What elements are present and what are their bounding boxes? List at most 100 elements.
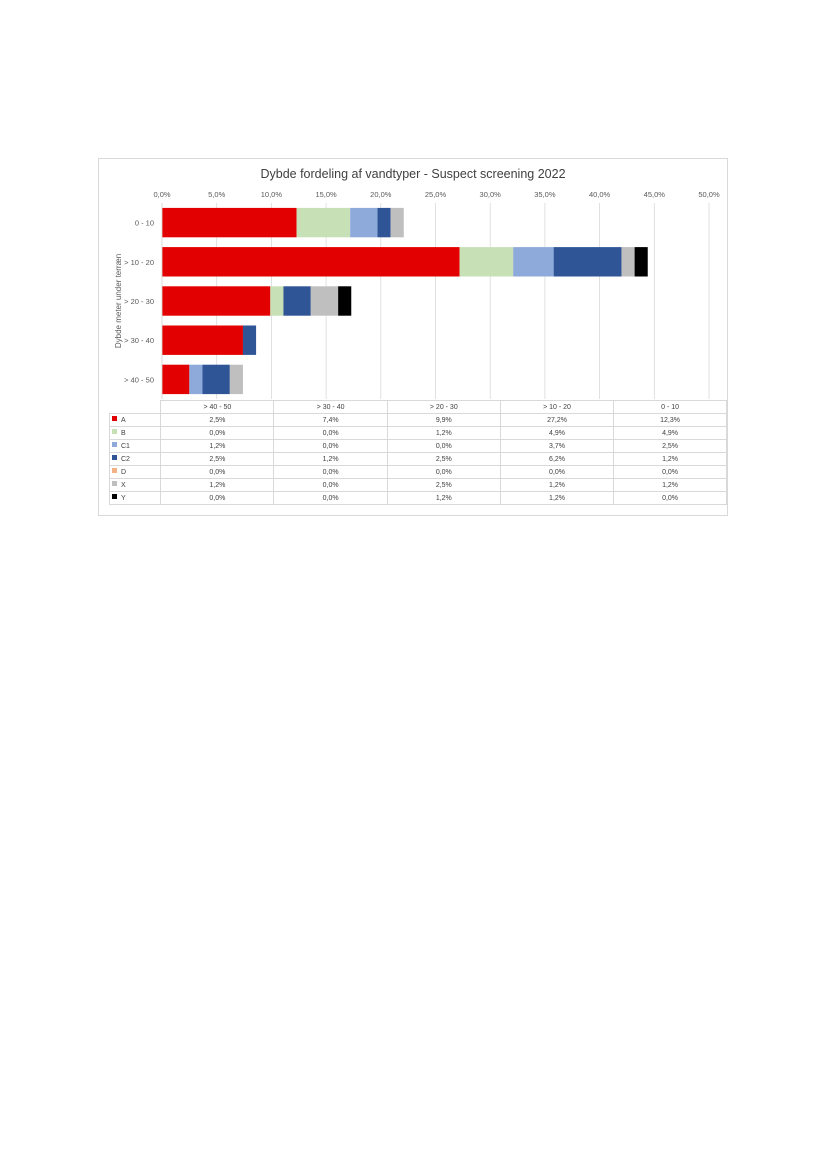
- table-cell: 2,5%: [160, 413, 275, 427]
- y-axis-label: Dybde meter under terræn: [114, 254, 123, 348]
- table-cell: 1,2%: [613, 478, 727, 492]
- y-tick-label: > 30 - 40: [124, 336, 154, 345]
- legend-entry: B: [108, 426, 162, 440]
- table-cell: 0,0%: [160, 465, 275, 479]
- table-row: X 1,2% 0,0% 2,5% 1,2% 1,2%: [108, 478, 727, 492]
- legend-swatch: [112, 455, 117, 461]
- legend-swatch: [112, 468, 117, 474]
- table-cell: 1,2%: [386, 426, 501, 440]
- table-column-header: > 40 - 50: [160, 400, 275, 414]
- legend-entry: Y: [108, 491, 162, 505]
- table-cell: 2,5%: [386, 478, 501, 492]
- chart-container: Dybde fordeling af vandtyper - Suspect s…: [98, 158, 728, 516]
- bar-segment-a: [162, 207, 297, 238]
- table-cell: 27,2%: [499, 413, 615, 427]
- bar-segment-y: [634, 247, 648, 277]
- bar-segment-a: [162, 247, 460, 277]
- x-tick-label: 50,0%: [698, 190, 720, 199]
- legend-entry: C1: [108, 439, 162, 453]
- table-cell: 12,3%: [613, 413, 727, 427]
- bar-segment-c1: [513, 247, 554, 277]
- x-tick-label: 20,0%: [370, 190, 392, 199]
- table-row: B 0,0% 0,0% 1,2% 4,9% 4,9%: [108, 426, 727, 440]
- bar-segment-a: [162, 286, 271, 316]
- table-cell: 1,2%: [160, 478, 275, 492]
- table-header-row: > 40 - 50 > 30 - 40 > 20 - 30 > 10 - 20 0 - …: [109, 400, 727, 414]
- legend-label: X: [121, 481, 126, 489]
- bar-segment-x: [229, 364, 243, 395]
- table-cell: 0,0%: [613, 465, 727, 479]
- x-tick-label: 45,0%: [644, 190, 666, 199]
- legend-swatch: [112, 442, 117, 448]
- bar-segment-c1: [350, 207, 378, 238]
- table-cell: 2,5%: [613, 439, 727, 453]
- legend-entry: X: [108, 478, 162, 492]
- table-cell: 0,0%: [273, 426, 388, 440]
- table-column-header: > 30 - 40: [273, 400, 388, 414]
- table-cell: 2,5%: [160, 452, 275, 466]
- bar-segment-c2: [553, 247, 622, 277]
- legend-label: C2: [121, 455, 130, 463]
- legend-label: D: [121, 468, 127, 476]
- table-cell: 0,0%: [273, 478, 388, 492]
- table-cell: 3,7%: [499, 439, 615, 453]
- table-cell: 7,4%: [273, 413, 388, 427]
- table-cell: 1,2%: [613, 452, 727, 466]
- bar-segment-c2: [242, 325, 257, 355]
- bar-segment-a: [162, 364, 190, 395]
- x-tick-label: 15,0%: [315, 190, 337, 199]
- legend-label: B: [121, 429, 126, 437]
- legend-label: C1: [121, 442, 130, 450]
- data-table: > 40 - 50 > 30 - 40 > 20 - 30 > 10 - 20 0 - …: [108, 400, 727, 505]
- y-tick-label: > 40 - 50: [124, 375, 154, 384]
- legend-entry: D: [108, 465, 162, 479]
- legend-label: A: [121, 416, 126, 424]
- table-row: C1 1,2% 0,0% 0,0% 3,7% 2,5%: [108, 439, 727, 453]
- x-tick-label: 40,0%: [589, 190, 611, 199]
- table-cell: 4,9%: [499, 426, 615, 440]
- table-row: A 2,5% 7,4% 9,9% 27,2% 12,3%: [108, 413, 727, 427]
- table-cell: 1,2%: [160, 439, 275, 453]
- x-tick-label: 30,0%: [480, 190, 502, 199]
- table-cell: 2,5%: [386, 452, 501, 466]
- bar-segment-c2: [283, 286, 311, 316]
- legend-entry: C2: [108, 452, 162, 466]
- legend-swatch: [112, 416, 117, 422]
- legend-entry: A: [108, 413, 162, 427]
- bar-segment-b: [270, 286, 284, 316]
- bar-segment-c1: [189, 364, 203, 395]
- table-cell: 4,9%: [613, 426, 727, 440]
- table-cell: 0,0%: [499, 465, 615, 479]
- table-cell: 0,0%: [386, 465, 501, 479]
- table-cell: 0,0%: [613, 491, 727, 505]
- chart-plot: 0,0% 5,0% 10,0% 15,0% 20,0% 25,0% 30,0% 35,0% 40…: [114, 190, 720, 399]
- table-cell: 1,2%: [386, 491, 501, 505]
- table-cell: 9,9%: [386, 413, 501, 427]
- chart-title: Dybde fordeling af vandtyper - Suspect s…: [260, 167, 566, 181]
- table-row: D 0,0% 0,0% 0,0% 0,0% 0,0%: [108, 465, 727, 479]
- table-cell: 1,2%: [499, 478, 615, 492]
- table-cell: 1,2%: [499, 491, 615, 505]
- table-column-header: 0 - 10: [613, 400, 727, 414]
- table-cell: 6,2%: [499, 452, 615, 466]
- bar-segment-b: [296, 207, 351, 238]
- y-tick-label: > 20 - 30: [124, 297, 154, 306]
- y-tick-label: > 10 - 20: [124, 258, 154, 267]
- table-column-header: > 20 - 30: [386, 400, 501, 414]
- x-tick-label: 5,0%: [208, 190, 225, 199]
- legend-label: Y: [121, 494, 126, 502]
- bar-segment-b: [459, 247, 514, 277]
- legend-swatch: [112, 481, 117, 487]
- x-tick-label: 25,0%: [425, 190, 447, 199]
- table-cell: 1,2%: [273, 452, 388, 466]
- table-cell: 0,0%: [273, 465, 388, 479]
- bar-segment-x: [390, 207, 404, 238]
- bar-segment-c2: [377, 207, 391, 238]
- table-row: C2 2,5% 1,2% 2,5% 6,2% 1,2%: [108, 452, 727, 466]
- table-cell: 0,0%: [273, 439, 388, 453]
- table-column-header: > 10 - 20: [499, 400, 615, 414]
- x-tick-label: 10,0%: [261, 190, 283, 199]
- x-tick-label: 0,0%: [153, 190, 170, 199]
- legend-swatch: [112, 429, 117, 435]
- table-row: Y 0,0% 0,0% 1,2% 1,2% 0,0%: [108, 491, 727, 505]
